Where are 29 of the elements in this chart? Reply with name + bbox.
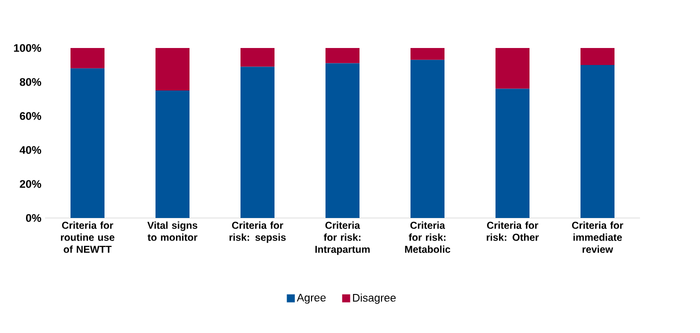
x-tick-label: Criteria for risk: Metabolic bbox=[405, 222, 450, 253]
legend-label: Agree bbox=[296, 294, 326, 304]
bar bbox=[240, 66, 275, 218]
y-tick-label: 0% bbox=[26, 214, 42, 222]
bar bbox=[326, 48, 360, 64]
bar bbox=[410, 48, 444, 60]
bar bbox=[580, 65, 614, 218]
bar bbox=[240, 48, 275, 67]
y-tick-label: 100% bbox=[14, 44, 42, 52]
x-tick-label: Criteria for routine use of NEWTT bbox=[60, 222, 114, 253]
y-tick-label: 40% bbox=[20, 146, 42, 154]
y-tick-label: 80% bbox=[20, 78, 42, 86]
bar bbox=[326, 63, 360, 218]
y-tick-label: 20% bbox=[20, 180, 42, 188]
x-tick-label: Criteria for risk: Intrapartum bbox=[315, 222, 370, 255]
bar bbox=[156, 90, 190, 218]
bar bbox=[580, 48, 614, 66]
bar bbox=[70, 48, 105, 68]
bar bbox=[496, 88, 530, 218]
x-tick-label: Criteria for immediate review bbox=[572, 222, 624, 253]
x-tick-label: Criteria for risk: sepsis bbox=[230, 222, 286, 243]
bar bbox=[70, 68, 105, 218]
bar bbox=[156, 48, 190, 90]
x-tick-label: Criteria for risk: Other bbox=[486, 222, 539, 241]
y-tick-label: 60% bbox=[20, 112, 42, 120]
bar bbox=[410, 60, 444, 218]
x-tick-label: Vital signs to monitor bbox=[147, 222, 198, 241]
legend-label: Disagree bbox=[353, 294, 396, 304]
bar bbox=[496, 48, 530, 89]
